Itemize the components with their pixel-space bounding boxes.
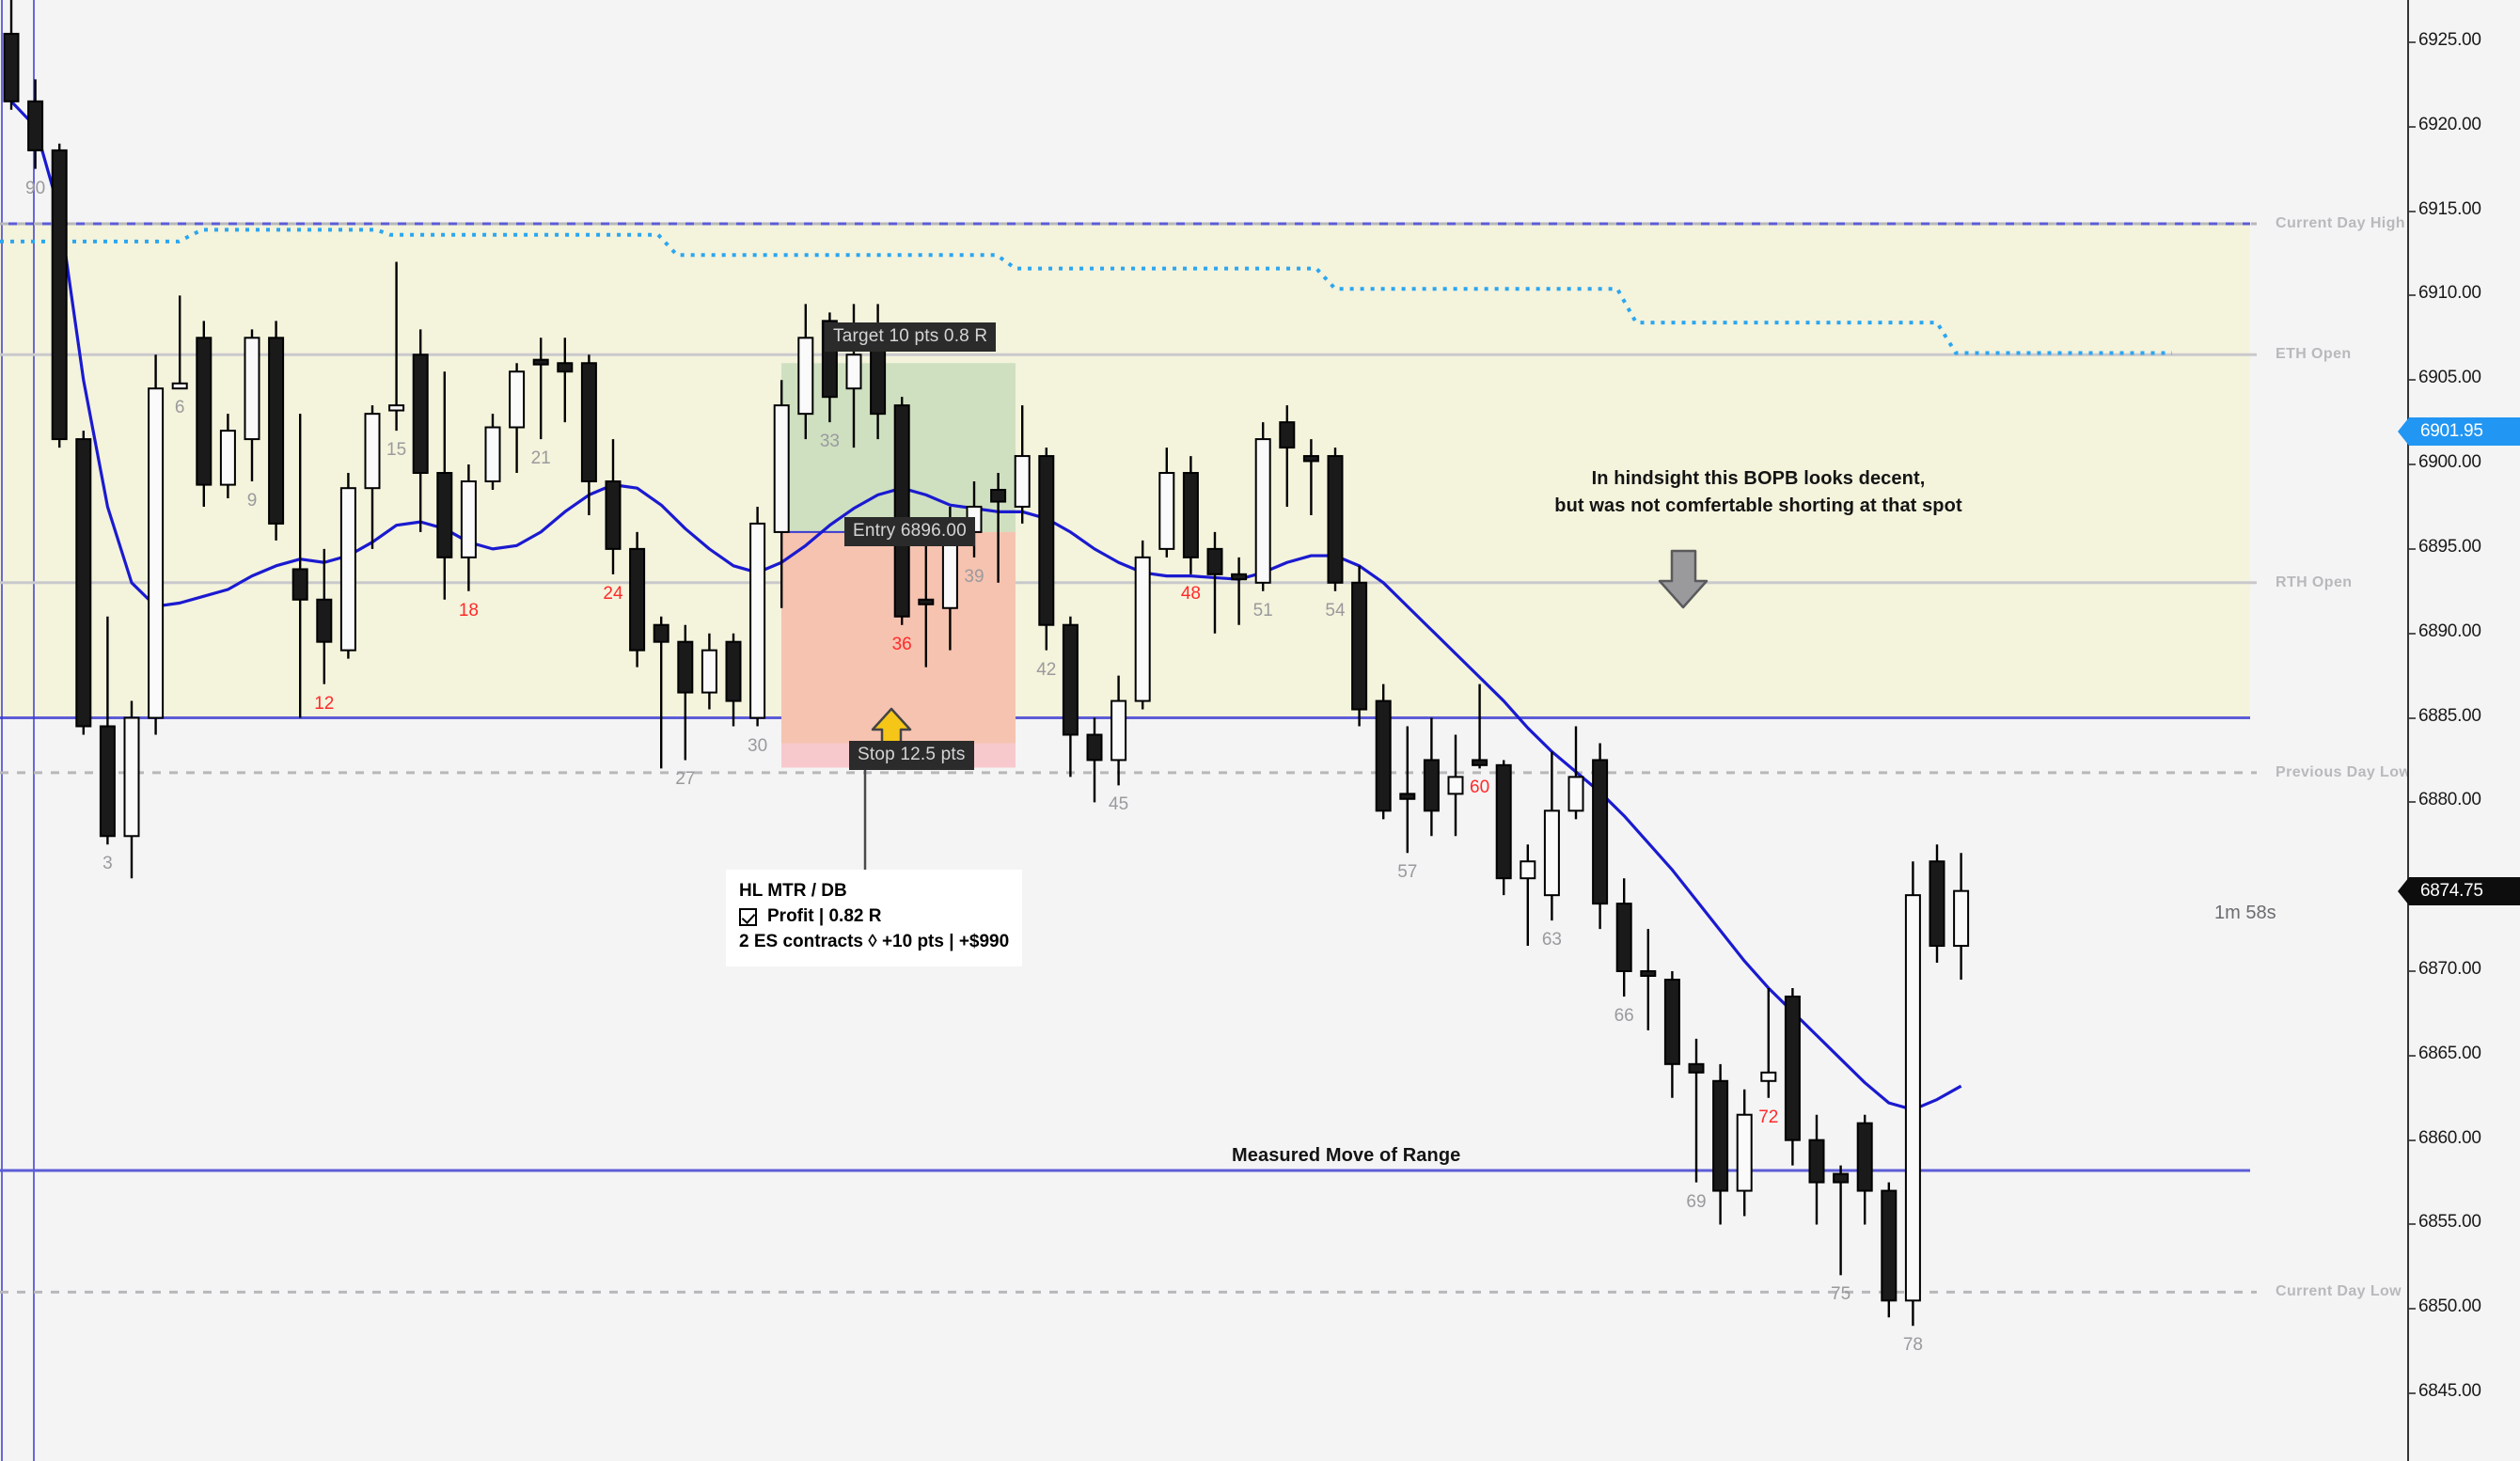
level-label-previous-day-low: Previous Day Low [2276, 763, 2407, 780]
bar-index-label: 36 [891, 634, 912, 654]
bar-index-label: 9 [246, 491, 258, 511]
price-tick-mark [2409, 463, 2416, 466]
bar-index-label: 39 [964, 566, 984, 587]
arrow-down-icon [1658, 549, 1709, 609]
price-tick-mark [2409, 125, 2416, 128]
callout-setup-name: HL MTR / DB [739, 881, 847, 901]
price-tick-label: 6880.00 [2418, 790, 2481, 810]
price-tick-label: 6865.00 [2418, 1043, 2481, 1063]
level-label-rth-open: RTH Open [2276, 573, 2353, 590]
price-tick-label: 6925.00 [2418, 29, 2481, 50]
chart-plot-area[interactable] [0, 0, 2407, 1461]
bar-index-label: 45 [1109, 794, 1129, 815]
level-label-current-day-high: Current Day High [2276, 215, 2405, 232]
level-label-current-day-low: Current Day Low [2276, 1283, 2402, 1300]
callout-result-text: Profit | 0.82 R [767, 905, 882, 926]
bar-index-label: 78 [1902, 1335, 1923, 1356]
price-tick-mark [2409, 1223, 2416, 1226]
bar-index-label: 66 [1614, 1005, 1634, 1026]
bar-index-label: 57 [1397, 862, 1418, 883]
price-tick-mark [2409, 379, 2416, 382]
checkbox-checked-icon [739, 907, 757, 926]
measured-move-label: Measured Move of Range [1232, 1144, 1461, 1166]
bar-index-label: 18 [458, 600, 479, 621]
bar-index-label: 75 [1831, 1284, 1851, 1305]
last-price-badge[interactable]: 6874.75 [2398, 876, 2520, 905]
upper-band-line [0, 228, 2172, 355]
price-tick-mark [2409, 1139, 2416, 1141]
bar-index-label: 60 [1470, 778, 1490, 798]
price-tick-mark [2409, 716, 2416, 719]
price-tick-mark [2409, 1392, 2416, 1395]
price-axis[interactable]: 6925.00 6920.00 6915.00 6910.00 6905.00 6900.… [2398, 0, 2520, 1461]
bar-index-label: 48 [1180, 583, 1201, 604]
price-tick-label: 6895.00 [2418, 536, 2481, 557]
price-tick-mark [2409, 40, 2416, 43]
price-tick-label: 6855.00 [2418, 1212, 2481, 1233]
callout-detail: 2 ES contracts ◊ +10 pts | +$990 [739, 931, 1010, 951]
price-tick-label: 6860.00 [2418, 1127, 2481, 1148]
bar-index-label: 42 [1036, 659, 1057, 680]
bar-index-label: 15 [386, 440, 407, 461]
level-label-eth-open: ETH Open [2276, 346, 2352, 363]
price-tick-label: 6905.00 [2418, 368, 2481, 388]
live-price-badge[interactable]: 6901.95 [2398, 417, 2520, 446]
bar-index-label: 54 [1325, 600, 1346, 621]
price-tick-mark [2409, 210, 2416, 212]
bar-index-label: 27 [675, 769, 696, 790]
bar-index-label: 12 [314, 693, 335, 714]
price-tick-label: 6915.00 [2418, 198, 2481, 219]
bar-index-label: 69 [1686, 1191, 1707, 1212]
price-tick-mark [2409, 547, 2416, 550]
bar-index-label: 51 [1252, 600, 1273, 621]
price-tick-label: 6870.00 [2418, 959, 2481, 979]
bar-index-label: 33 [819, 432, 840, 452]
bar-index-label: 21 [530, 448, 551, 469]
entry-tag[interactable]: Entry 6896.00 [844, 516, 975, 546]
bar-index-label: 24 [603, 583, 623, 604]
price-tick-mark [2409, 970, 2416, 972]
bar-countdown-label: 1m 58s [2214, 903, 2276, 923]
trade-result-callout[interactable]: HL MTR / DB Profit | 0.82 R 2 ES contracts… [726, 870, 1023, 966]
bar-index-label: 6 [174, 398, 185, 418]
price-tick-mark [2409, 1054, 2416, 1057]
chart-canvas [0, 0, 2257, 1461]
price-tick-label: 6890.00 [2418, 621, 2481, 641]
bar-index-label: 3 [102, 854, 113, 874]
price-tick-label: 6900.00 [2418, 452, 2481, 473]
price-tick-mark [2409, 294, 2416, 297]
price-tick-label: 6885.00 [2418, 705, 2481, 726]
hindsight-note: In hindsight this BOPB looks decent, but… [1554, 468, 1962, 516]
price-tick-label: 6920.00 [2418, 114, 2481, 134]
bar-index-label: 63 [1541, 930, 1562, 950]
target-tag[interactable]: Target 10 pts 0.8 R [825, 322, 997, 353]
price-tick-label: 6910.00 [2418, 283, 2481, 304]
moving-average-line [9, 100, 1962, 1111]
price-tick-label: 6845.00 [2418, 1381, 2481, 1402]
price-tick-mark [2409, 632, 2416, 635]
stop-tag[interactable]: Stop 12.5 pts [849, 741, 974, 771]
price-tick-label: 6850.00 [2418, 1296, 2481, 1317]
price-tick-mark [2409, 801, 2416, 804]
price-tick-mark [2409, 1308, 2416, 1311]
bar-index-label: 72 [1758, 1107, 1779, 1127]
callout-result-row: Profit | 0.82 R [739, 904, 1009, 930]
bar-index-label: 90 [25, 178, 46, 198]
bar-index-label: 30 [748, 735, 768, 756]
